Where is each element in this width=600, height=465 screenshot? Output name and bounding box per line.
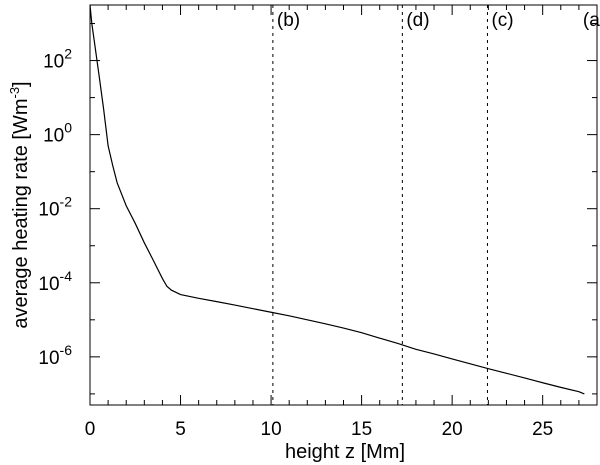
y-tick-label: 102: [43, 46, 72, 73]
x-tick-label: 0: [85, 419, 96, 440]
x-axis-title: height z [Mm]: [285, 441, 405, 463]
x-tick-label: 10: [261, 419, 282, 440]
marker-label: (b): [277, 10, 300, 31]
x-axis: 0 5 10 15 20 25: [85, 5, 580, 440]
y-tick-label: 10-4: [38, 268, 72, 295]
marker-label: (a): [583, 10, 600, 31]
series-layer: [89, 4, 585, 395]
series-line: [89, 4, 585, 395]
x-tick-label: 15: [351, 419, 372, 440]
y-axis: 102 100 10-2 10-4 10-6: [38, 23, 597, 395]
marker-label: (d): [406, 10, 429, 31]
y-tick-label: 10-6: [38, 342, 72, 369]
x-tick-label: 25: [532, 419, 553, 440]
y-axis-title: average heating rate [Wm-3]: [7, 81, 32, 328]
x-tick-label: 5: [175, 419, 186, 440]
marker-lines: (b) (d) (c) (a): [272, 5, 600, 405]
plot-area: [89, 4, 598, 406]
plot-frame: [89, 4, 598, 406]
x-tick-label: 20: [442, 419, 463, 440]
y-tick-label: 10-2: [38, 194, 72, 221]
marker-label: (c): [491, 10, 513, 31]
y-tick-label: 100: [43, 120, 72, 147]
